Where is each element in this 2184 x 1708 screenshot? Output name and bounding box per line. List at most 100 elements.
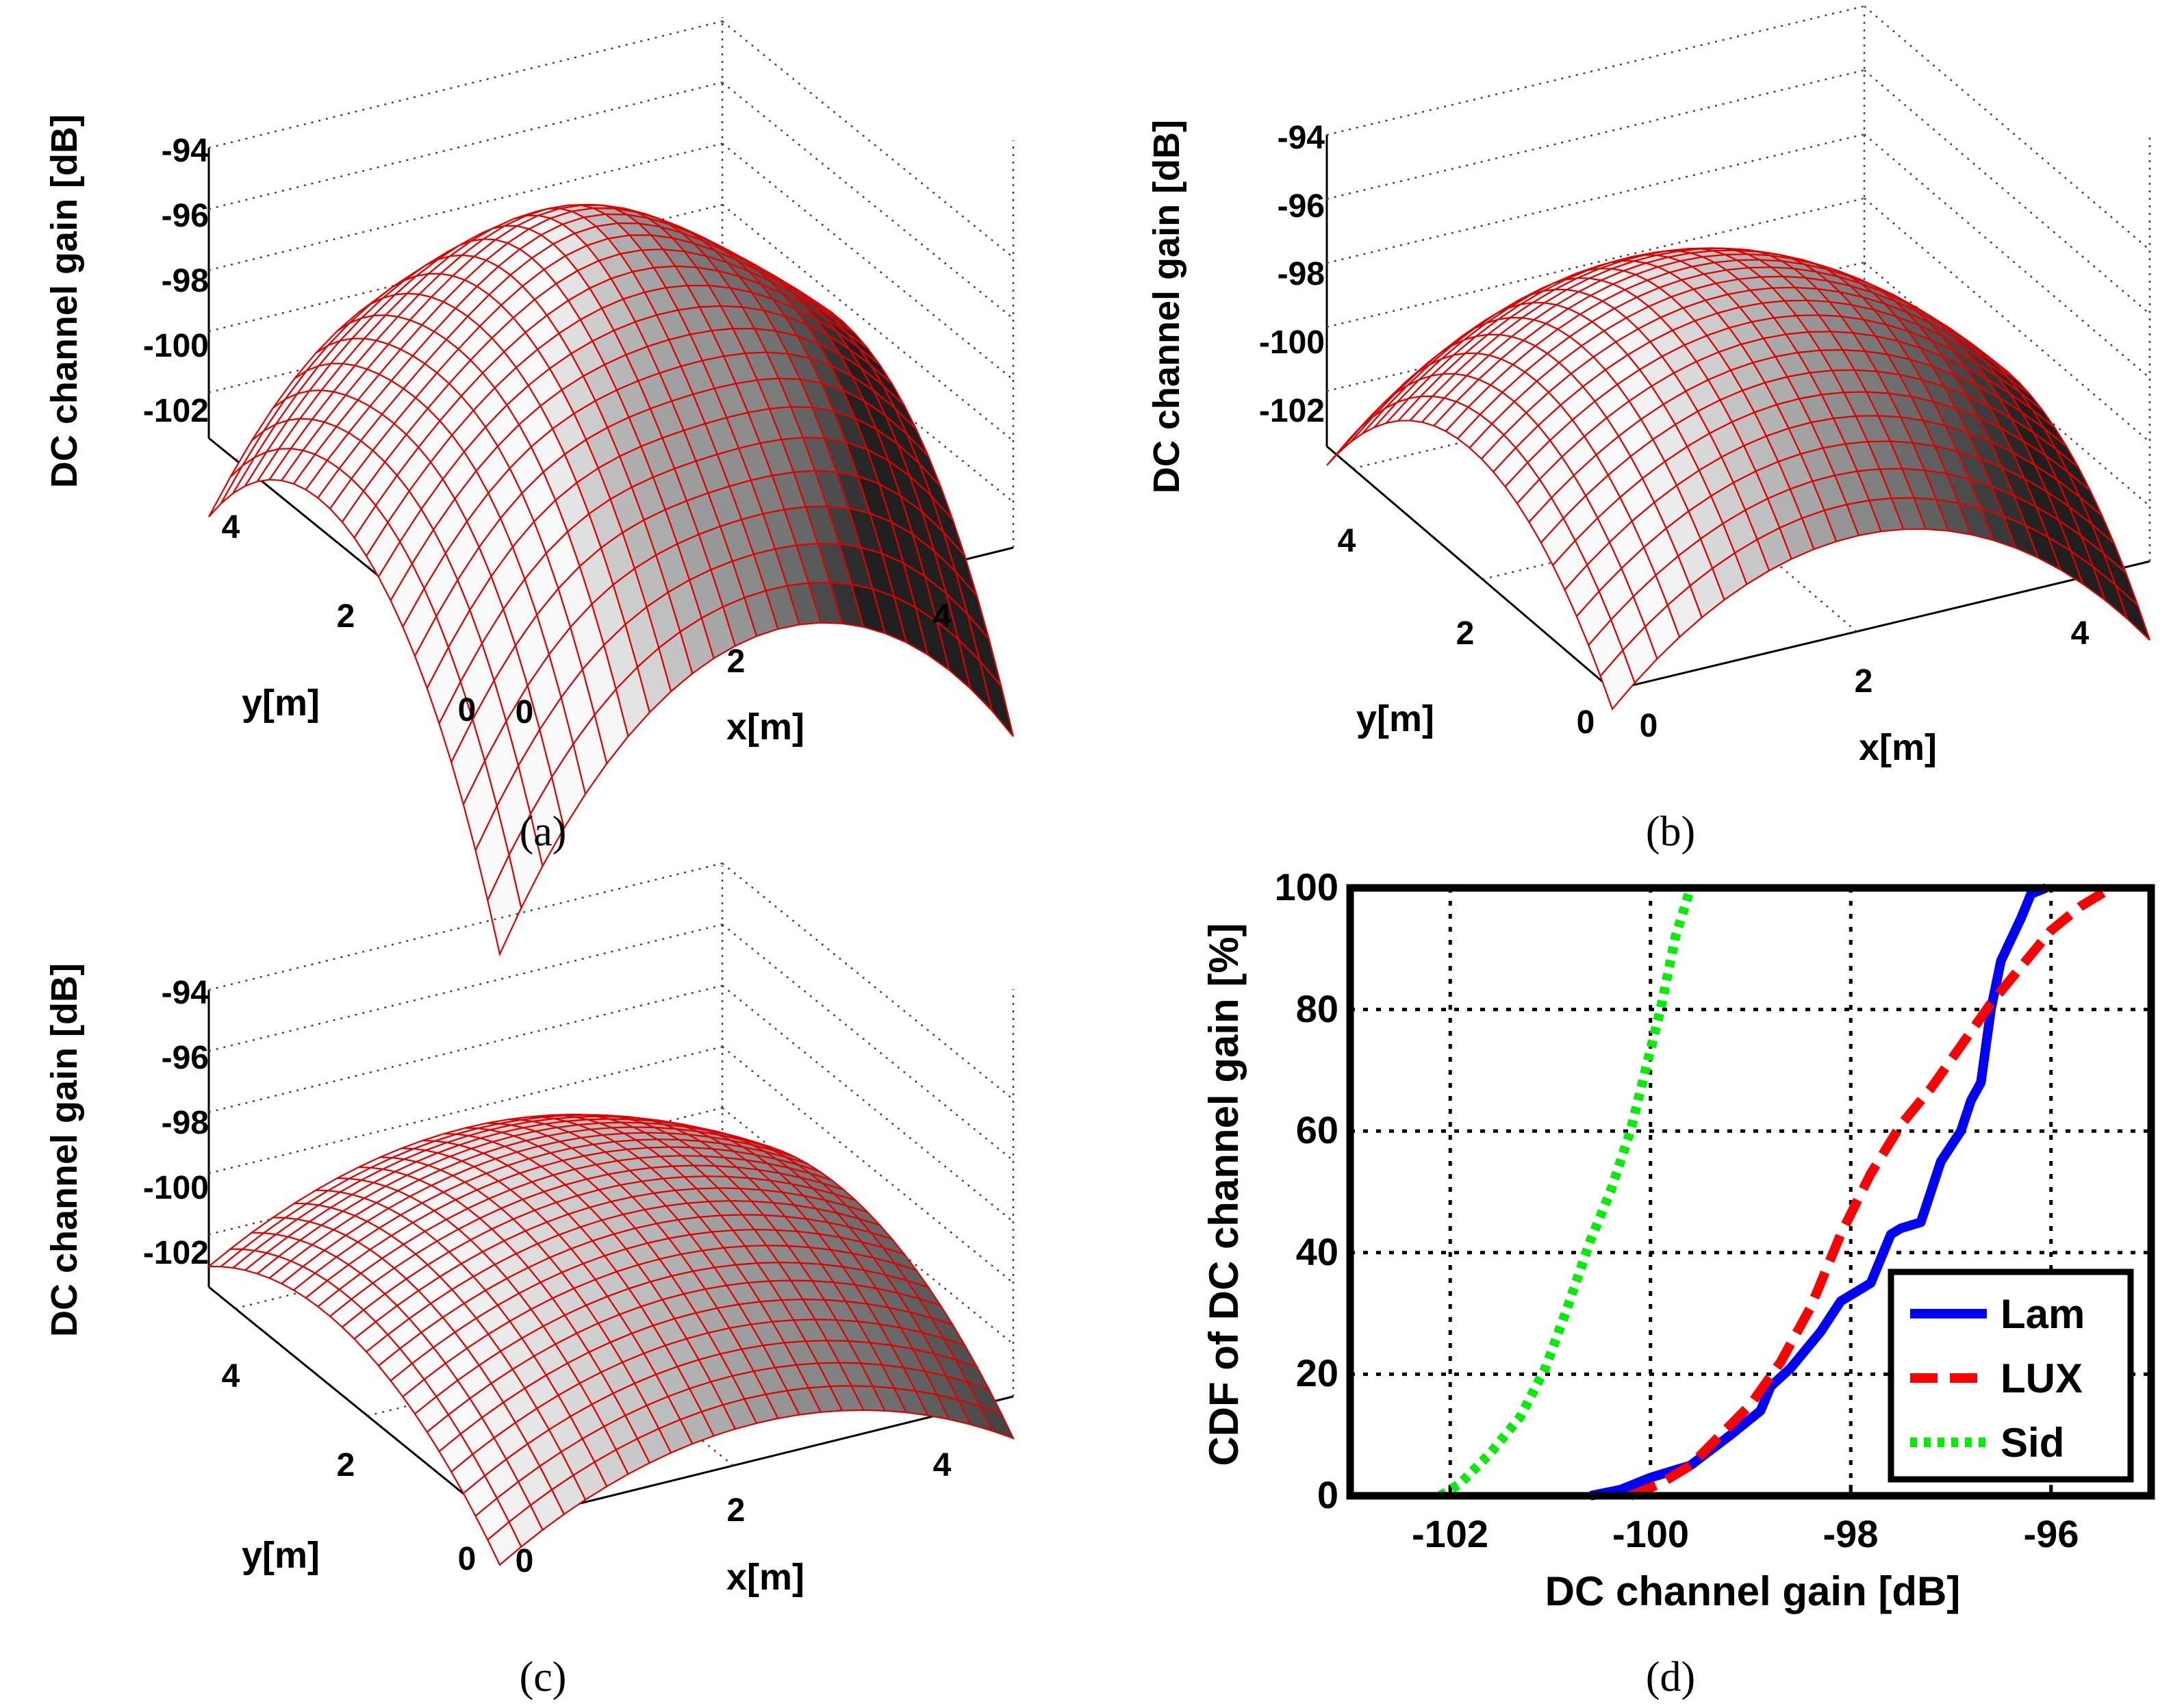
panel-a-x-tick: 2 — [727, 643, 746, 680]
panel-a-y-tick: 4 — [222, 509, 240, 546]
panel-d-y-tick: 0 — [1317, 1473, 1338, 1516]
panel-d-y-tick: 40 — [1296, 1230, 1338, 1273]
panel-a-z-tick: -98 — [162, 263, 209, 299]
panel-d-x-tick: -102 — [1412, 1512, 1488, 1555]
panel-b-z-ticks: -94 -96 -98 -100 -102 — [1259, 120, 1325, 429]
panel-c-y-tick: 4 — [222, 1358, 240, 1394]
panel-d-y-axis-label: CDF of DC channel gain [%] — [1201, 923, 1247, 1466]
panel-a-y-ticks: 0 2 4 — [222, 509, 477, 728]
panel-a-y-tick: 2 — [337, 598, 355, 635]
grid-line — [208, 20, 723, 149]
legend-box — [1888, 1269, 2134, 1483]
panel-b-z-tick: -102 — [1259, 393, 1325, 429]
legend-sid-label: Sid — [2001, 1420, 2064, 1466]
panel-a-x-tick: 4 — [933, 598, 952, 635]
panel-d-x-axis-label: DC channel gain [dB] — [1545, 1568, 1961, 1614]
panel-a-caption: (a) — [520, 808, 567, 855]
panel-b: -94 -96 -98 -100 -102 0 2 4 0 2 4 DC cha… — [1146, 5, 2151, 855]
panel-a-z-tick: -96 — [162, 198, 209, 234]
panel-a-x-tick: 0 — [516, 694, 534, 730]
panel-d-x-tick: -98 — [1823, 1512, 1879, 1555]
panel-d: 0 20 40 60 80 100 -102 -100 -98 -96 CDF … — [1201, 865, 2155, 1700]
panel-a-surface — [208, 203, 1015, 957]
panel-a-z-tick: -102 — [143, 393, 209, 429]
grid-line — [722, 21, 1014, 258]
grid-line — [208, 862, 723, 991]
panel-d-x-tick: -96 — [2024, 1512, 2079, 1555]
panel-d-y-tick: 100 — [1275, 865, 1338, 908]
panel-a-z-ticks: -94 -96 -98 -100 -102 — [143, 133, 209, 429]
y-axis-line — [1326, 445, 1613, 691]
panel-c-caption: (c) — [520, 1654, 567, 1700]
panel-c-y-ticks: 0 2 4 — [222, 1358, 477, 1577]
panel-d-axes-box — [1346, 884, 2155, 1500]
panel-c-x-tick: 2 — [727, 1492, 746, 1529]
panel-c-x-axis-label: x[m] — [726, 1557, 804, 1598]
panel-c-x-tick: 4 — [933, 1447, 952, 1483]
grid-line — [1326, 133, 1865, 264]
legend-lam-label: Lam — [2001, 1291, 2085, 1337]
grid-line — [208, 984, 723, 1113]
grid-line — [208, 1045, 723, 1175]
grid-line — [208, 81, 723, 210]
grid-line — [1864, 69, 2150, 315]
panel-c-z-ticks: -94 -96 -98 -100 -102 — [143, 975, 209, 1271]
panel-c-z-tick: -96 — [162, 1040, 209, 1076]
legend-lux-label: LUX — [2001, 1355, 2083, 1401]
grid-line — [722, 863, 1014, 1100]
panel-b-y-tick: 0 — [1577, 704, 1595, 741]
panel-a-z-tick: -94 — [162, 133, 209, 169]
panel-c-x-ticks: 0 2 4 — [516, 1447, 952, 1579]
panel-c-z-tick: -102 — [143, 1235, 209, 1271]
panel-b-grid — [1325, 5, 2151, 691]
grid-line — [208, 142, 723, 271]
panel-a-z-tick: -100 — [143, 328, 209, 364]
panel-d-caption: (d) — [1646, 1654, 1695, 1700]
panel-c-x-tick: 0 — [516, 1543, 534, 1579]
panel-b-z-tick: -100 — [1259, 324, 1325, 361]
panel-b-surface — [1326, 247, 2151, 711]
panel-b-x-tick: 2 — [1855, 663, 1873, 700]
panel-b-x-ticks: 0 2 4 — [1640, 615, 2090, 744]
grid-line — [1326, 197, 1865, 328]
panel-d-x-tick: -100 — [1612, 1512, 1689, 1555]
panel-a-z-axis-label: DC channel gain [dB] — [44, 114, 85, 488]
panel-d-y-tick: 20 — [1296, 1351, 1338, 1394]
panel-c: -94 -96 -98 -100 -102 0 2 4 0 2 4 DC cha… — [44, 862, 1015, 1700]
panel-a-x-axis-label: x[m] — [726, 706, 804, 748]
panel-c-z-axis-label: DC channel gain [dB] — [44, 963, 85, 1337]
panel-b-y-ticks: 0 2 4 — [1338, 523, 1595, 741]
series-line-lux — [1628, 884, 2114, 1501]
panel-b-x-axis-label: x[m] — [1859, 727, 1937, 768]
panel-d-y-ticks: 0 20 40 60 80 100 — [1275, 865, 1338, 1516]
panel-b-y-tick: 4 — [1338, 523, 1356, 559]
panel-b-z-tick: -96 — [1278, 188, 1325, 225]
panel-d-y-tick: 60 — [1296, 1108, 1338, 1151]
panel-d-y-tick: 80 — [1296, 987, 1338, 1030]
panel-b-z-axis-label: DC channel gain [dB] — [1146, 120, 1187, 494]
surface-cell — [486, 1520, 522, 1566]
panel-a-y-tick: 0 — [458, 692, 477, 728]
grid-line — [722, 923, 1014, 1162]
y-axis-line — [208, 1286, 500, 1525]
panel-b-y-axis-label: y[m] — [1356, 698, 1434, 739]
panel-b-x-tick: 0 — [1640, 708, 1658, 744]
panel-b-y-tick: 2 — [1456, 615, 1475, 652]
surface-cell — [487, 852, 522, 957]
panel-b-z-tick: -94 — [1278, 120, 1325, 156]
x-axis-line — [1612, 560, 2150, 691]
panel-b-z-tick: -98 — [1278, 256, 1325, 292]
panel-c-y-axis-label: y[m] — [242, 1535, 320, 1576]
panel-c-surface — [206, 1113, 1015, 1566]
x-axis-line — [499, 1395, 1014, 1525]
panel-a-y-axis-label: y[m] — [242, 683, 320, 724]
grid-line — [1326, 69, 1865, 200]
panel-d-legend: Lam LUX Sid — [1888, 1269, 2134, 1483]
grid-line — [1864, 5, 2150, 251]
panel-c-z-tick: -98 — [162, 1105, 209, 1141]
panel-a-x-ticks: 0 2 4 — [516, 598, 952, 730]
panel-c-y-tick: 2 — [337, 1447, 355, 1483]
panel-c-z-tick: -94 — [162, 975, 209, 1011]
panel-c-y-tick: 0 — [458, 1541, 477, 1577]
